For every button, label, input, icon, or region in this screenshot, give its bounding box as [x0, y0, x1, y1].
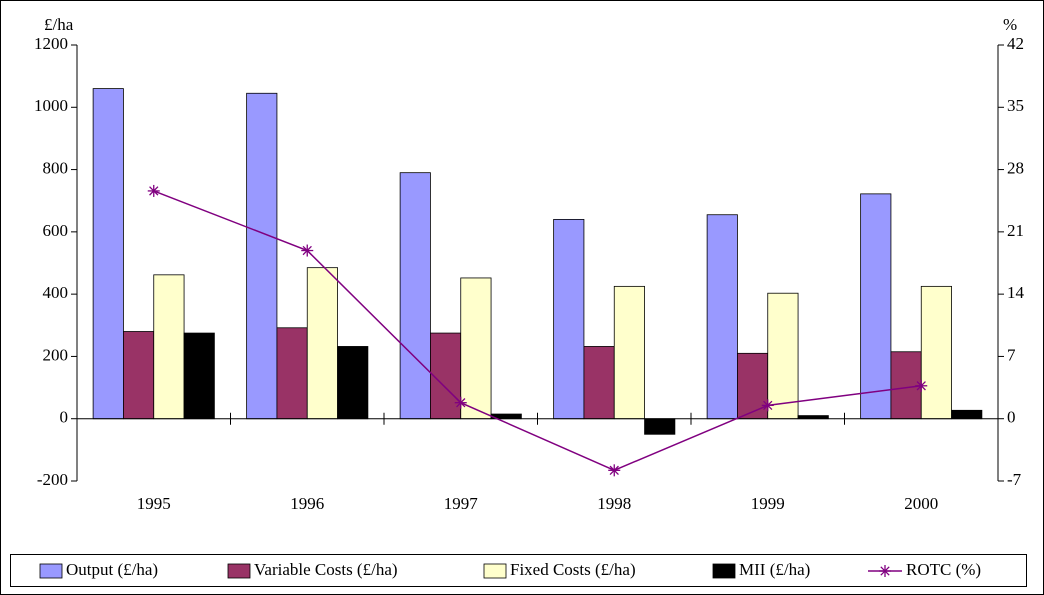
- y2-axis-label: %: [1003, 15, 1017, 34]
- marker-stroke: [149, 186, 159, 196]
- bar: [153, 274, 185, 420]
- bar: [460, 277, 492, 420]
- marker: [608, 464, 621, 477]
- bar: [246, 92, 278, 420]
- y-tick-label: 1000: [34, 96, 68, 115]
- y2-tick-label: 7: [1007, 345, 1016, 364]
- bar: [583, 346, 615, 420]
- legend-swatch: [39, 563, 63, 579]
- bar: [613, 285, 645, 420]
- y2-tick-label: 42: [1007, 34, 1024, 53]
- y2-tick-label: 14: [1007, 283, 1025, 302]
- bar: [183, 332, 215, 420]
- marker-stroke: [456, 398, 466, 408]
- y-axis-label: £/ha: [44, 15, 74, 34]
- marker-stroke: [916, 381, 926, 391]
- bar: [737, 352, 769, 420]
- bar: [430, 332, 462, 420]
- x-tick-label: 1999: [751, 494, 785, 513]
- y-tick-label: 800: [43, 158, 69, 177]
- marker-stroke: [609, 465, 619, 475]
- marker: [915, 379, 928, 392]
- legend-label: Variable Costs (£/ha): [254, 560, 398, 579]
- bar: [306, 267, 338, 420]
- legend-label: ROTC (%): [906, 560, 981, 579]
- legend-box: [10, 554, 1027, 587]
- legend-label: MII (£/ha): [739, 560, 810, 579]
- y-tick-label: 400: [43, 283, 69, 302]
- bar: [337, 346, 369, 420]
- marker: [761, 399, 774, 412]
- marker: [147, 184, 160, 197]
- y2-tick-label: 21: [1007, 221, 1024, 240]
- marker: [301, 244, 314, 257]
- legend-swatch: [227, 563, 251, 579]
- marker-stroke: [763, 400, 773, 411]
- y2-tick-label: 0: [1007, 408, 1016, 427]
- bar: [860, 193, 892, 420]
- y2-tick-label: 28: [1007, 158, 1024, 177]
- legend-swatch: [483, 563, 507, 579]
- marker-stroke: [302, 245, 312, 256]
- bar: [276, 327, 308, 420]
- bar: [553, 218, 585, 420]
- line: [153, 190, 922, 472]
- bar: [767, 292, 799, 420]
- legend-label: Output (£/ha): [66, 560, 158, 579]
- y-tick-label: -200: [37, 470, 68, 489]
- marker-stroke: [880, 566, 890, 576]
- bar: [399, 172, 431, 420]
- marker: [454, 396, 467, 409]
- x-tick-label: 2000: [904, 494, 938, 513]
- bar: [706, 214, 738, 420]
- legend-marker: [879, 565, 891, 577]
- legend-swatch: [712, 563, 736, 579]
- x-tick-label: 1995: [137, 494, 171, 513]
- y-tick-label: 1200: [34, 34, 68, 53]
- legend-label: Fixed Costs (£/ha): [510, 560, 636, 579]
- y2-tick-label: 35: [1007, 96, 1024, 115]
- y-tick-label: 600: [43, 221, 69, 240]
- y2-tick-label: -7: [1007, 470, 1022, 489]
- bar: [123, 331, 155, 420]
- bar: [951, 409, 983, 420]
- x-tick-label: 1996: [290, 494, 324, 513]
- y-tick-label: 0: [60, 408, 69, 427]
- bar: [92, 88, 124, 420]
- x-tick-label: 1998: [597, 494, 631, 513]
- bar: [920, 285, 952, 420]
- bar: [644, 418, 676, 435]
- y-tick-label: 200: [43, 345, 69, 364]
- x-tick-label: 1997: [444, 494, 479, 513]
